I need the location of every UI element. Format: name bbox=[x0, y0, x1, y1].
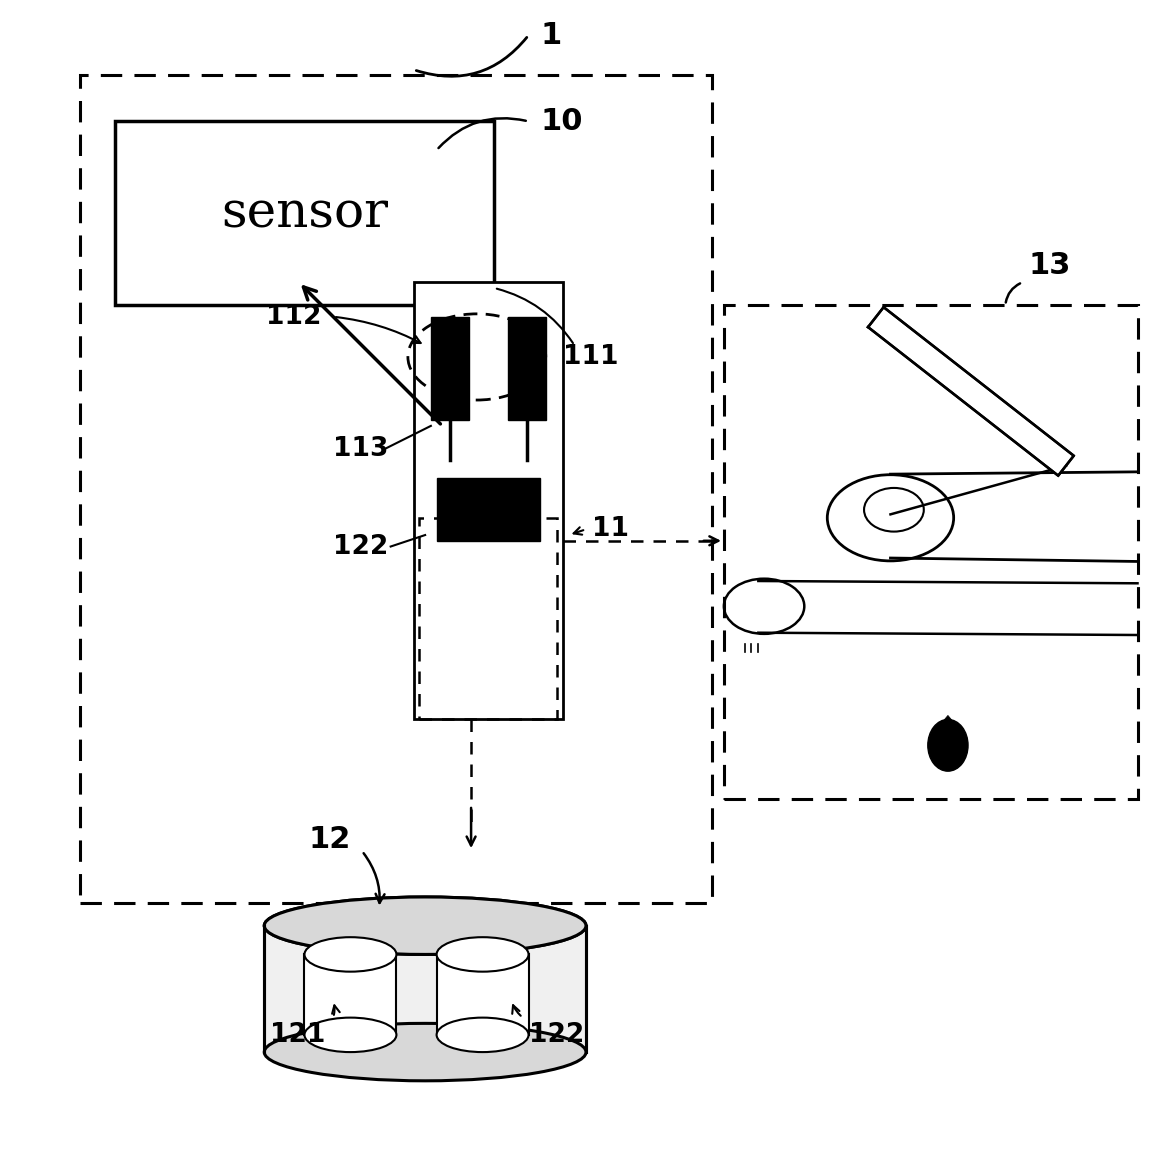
Text: 10: 10 bbox=[540, 107, 583, 136]
Text: 113: 113 bbox=[333, 436, 388, 461]
Ellipse shape bbox=[304, 1018, 396, 1052]
Text: 122: 122 bbox=[529, 1021, 584, 1048]
Text: 13: 13 bbox=[1028, 251, 1071, 280]
FancyBboxPatch shape bbox=[437, 478, 540, 540]
Ellipse shape bbox=[264, 897, 586, 954]
Polygon shape bbox=[867, 307, 1074, 475]
Ellipse shape bbox=[264, 897, 586, 954]
Ellipse shape bbox=[927, 719, 967, 772]
Ellipse shape bbox=[264, 1024, 586, 1081]
Text: 111: 111 bbox=[563, 344, 618, 370]
Text: 12: 12 bbox=[308, 825, 350, 854]
FancyBboxPatch shape bbox=[414, 282, 563, 719]
Text: 121: 121 bbox=[270, 1021, 325, 1048]
Bar bbox=[264, 926, 586, 1052]
FancyBboxPatch shape bbox=[115, 121, 494, 306]
FancyBboxPatch shape bbox=[304, 954, 396, 1035]
Ellipse shape bbox=[437, 938, 529, 971]
Polygon shape bbox=[935, 716, 961, 731]
Text: 1: 1 bbox=[540, 21, 561, 50]
FancyBboxPatch shape bbox=[437, 954, 529, 1035]
Text: 112: 112 bbox=[267, 303, 322, 330]
FancyBboxPatch shape bbox=[508, 317, 546, 421]
Text: 122: 122 bbox=[333, 533, 388, 560]
Ellipse shape bbox=[437, 1018, 529, 1052]
FancyBboxPatch shape bbox=[431, 317, 469, 421]
Ellipse shape bbox=[304, 938, 396, 971]
Text: sensor: sensor bbox=[221, 188, 388, 238]
Text: 11: 11 bbox=[592, 516, 629, 543]
